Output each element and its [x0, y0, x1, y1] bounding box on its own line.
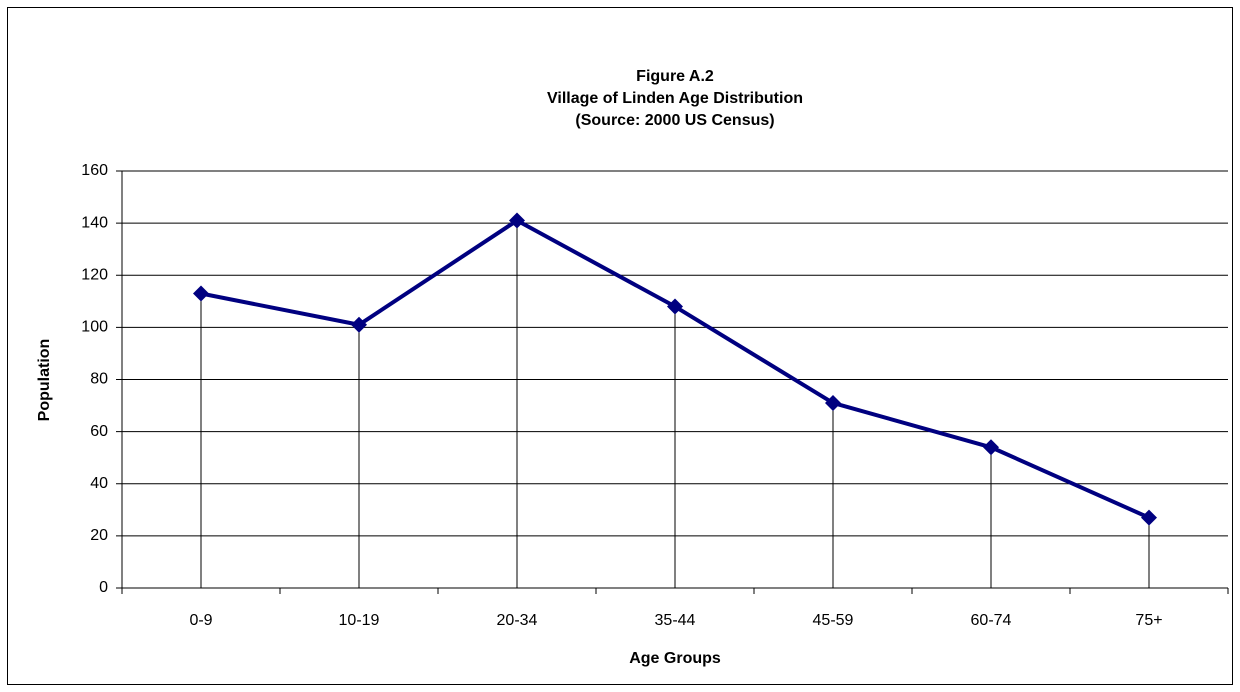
data-marker: [983, 439, 999, 456]
x-tick-label: 0-9: [189, 612, 212, 629]
x-tick-label: 35-44: [655, 612, 696, 629]
x-tick-label: 10-19: [339, 612, 380, 629]
x-axis-label: Age Groups: [629, 650, 721, 667]
x-tick-label: 60-74: [971, 612, 1012, 629]
x-tick-label: 45-59: [813, 612, 854, 629]
data-marker: [193, 285, 209, 302]
data-marker: [351, 316, 367, 333]
y-tick-label: 160: [81, 162, 108, 179]
y-tick-label: 80: [90, 371, 108, 388]
x-tick-label: 75+: [1135, 612, 1162, 629]
y-tick-label: 0: [99, 579, 108, 596]
data-marker: [1141, 509, 1157, 526]
y-tick-label: 20: [90, 527, 108, 544]
y-tick-label: 120: [81, 266, 108, 283]
data-marker: [509, 212, 525, 229]
data-marker: [667, 298, 683, 315]
y-tick-label: 140: [81, 214, 108, 231]
x-tick-label: 20-34: [497, 612, 538, 629]
chart-border: [7, 7, 1233, 685]
y-tick-label: 100: [81, 319, 108, 336]
y-axis-label: Population: [36, 339, 53, 422]
chart-title: (Source: 2000 US Census): [575, 112, 774, 129]
chart-title: Figure A.2: [636, 68, 714, 85]
chart-title: Village of Linden Age Distribution: [547, 90, 803, 107]
y-tick-label: 60: [90, 423, 108, 440]
data-marker: [825, 394, 841, 411]
y-tick-label: 40: [90, 475, 108, 492]
